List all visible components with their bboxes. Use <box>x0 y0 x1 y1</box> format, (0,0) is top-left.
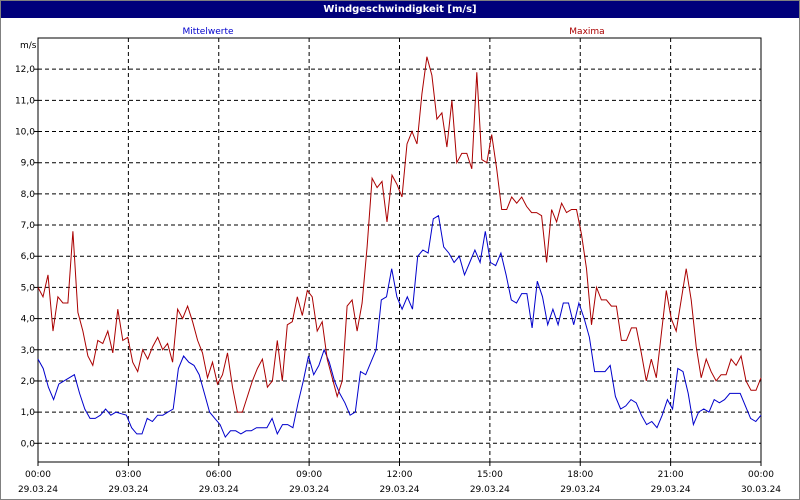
y-tick-label: 5,0 <box>21 283 36 293</box>
axes: 0,0 1,0 2,0 3,0 4,0 5,0 6,0 7,0 8,0 9,0 10,0 11,0 12… <box>15 65 781 495</box>
legend-mittelwerte: Mittelwerte <box>182 27 233 37</box>
x-tick-date-label: 29.03.24 <box>379 485 419 495</box>
legend-maxima: Maxima <box>569 27 604 37</box>
series-layer <box>37 56 762 439</box>
x-tick-time-label: 06:00 <box>206 470 232 480</box>
x-tick-date-label: 29.03.24 <box>199 485 239 495</box>
y-tick-label: 2,0 <box>21 377 36 387</box>
x-tick-date-label: 29.03.24 <box>560 485 600 495</box>
x-tick-time-label: 18:00 <box>567 470 593 480</box>
grid-lines <box>38 38 761 462</box>
x-tick-time-label: 09:00 <box>296 470 322 480</box>
y-tick-label: 8,0 <box>21 190 36 200</box>
y-tick-label: 3,0 <box>21 346 36 356</box>
x-tick-date-label: 30.03.24 <box>741 485 781 495</box>
y-tick-label: 4,0 <box>21 315 36 325</box>
x-tick-time-label: 00:00 <box>748 470 774 480</box>
y-tick-label: 1,0 <box>21 408 36 418</box>
x-tick-date-label: 29.03.24 <box>651 485 691 495</box>
x-tick-date-label: 29.03.24 <box>18 485 58 495</box>
y-tick-label: 11,0 <box>15 96 35 106</box>
x-tick-time-label: 12:00 <box>387 470 413 480</box>
y-tick-label: 10,0 <box>15 128 35 138</box>
y-tick-label: 12,0 <box>15 65 35 75</box>
series-line-mittelwerte <box>37 214 762 439</box>
x-tick-time-label: 15:00 <box>477 470 503 480</box>
window-title: Windgeschwindigkeit [m/s] <box>1 1 799 18</box>
y-tick-label: 9,0 <box>21 159 36 169</box>
x-tick-date-label: 29.03.24 <box>289 485 329 495</box>
x-tick-date-label: 29.03.24 <box>108 485 148 495</box>
y-tick-label: 6,0 <box>21 252 36 262</box>
x-tick-date-label: 29.03.24 <box>470 485 510 495</box>
series-line-maxima <box>37 56 762 413</box>
x-tick-time-label: 03:00 <box>115 470 141 480</box>
x-tick-time-label: 21:00 <box>658 470 684 480</box>
x-tick-time-label: 00:00 <box>25 470 51 480</box>
y-axis-unit-label: m/s <box>20 41 37 51</box>
y-tick-label: 0,0 <box>21 439 36 449</box>
y-tick-label: 7,0 <box>21 221 36 231</box>
